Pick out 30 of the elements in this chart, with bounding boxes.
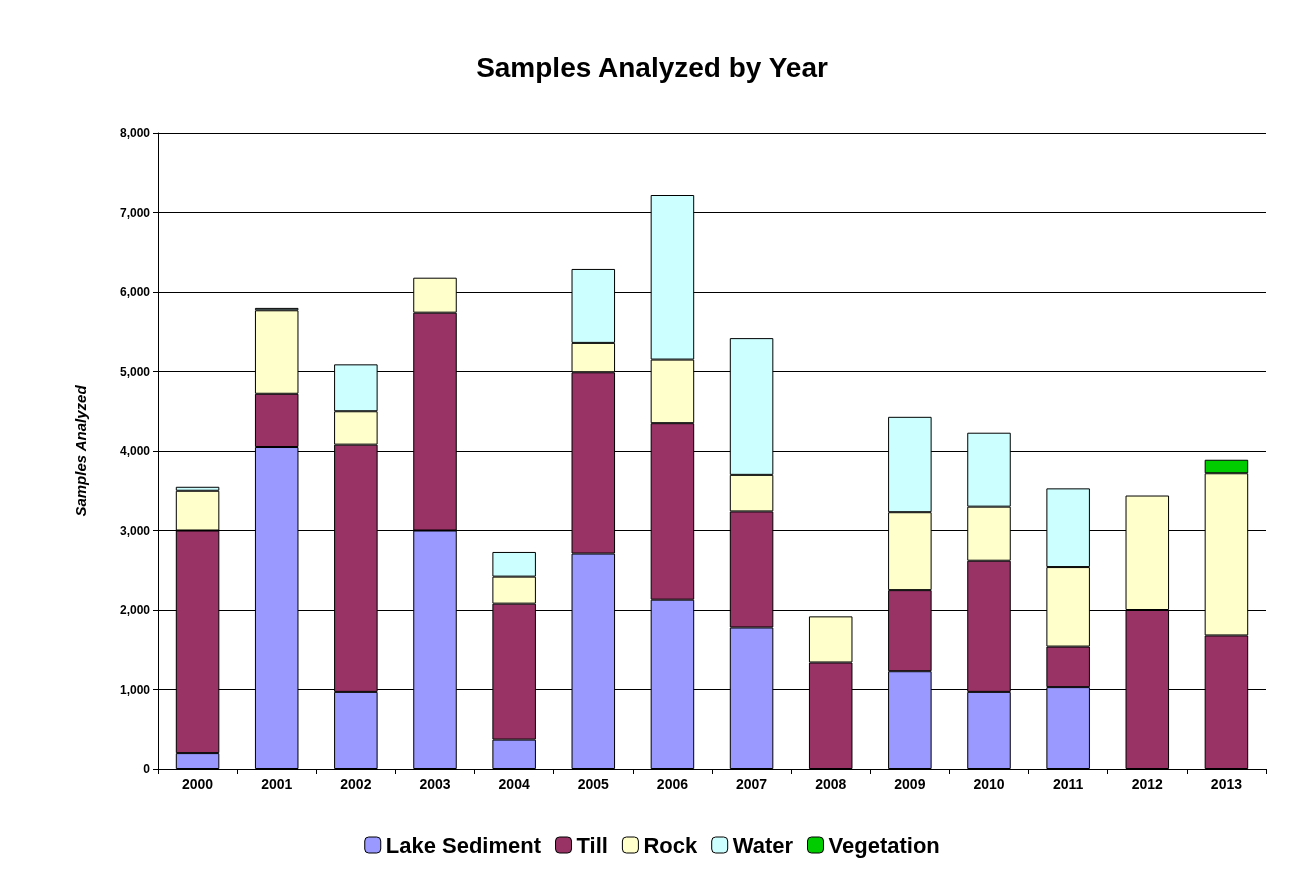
x-tick-label: 2009	[894, 776, 926, 792]
x-tick-label: 2002	[340, 776, 372, 792]
x-tick-label: 2003	[419, 776, 451, 792]
legend-label: Rock	[643, 832, 698, 858]
x-tick-label: 2011	[1052, 776, 1084, 792]
y-tick-label: 6,000	[119, 285, 151, 299]
y-tick-label: 1,000	[119, 682, 151, 697]
legend-label: Water	[732, 832, 794, 858]
y-tick-label: 5,000	[119, 364, 151, 379]
y-tick-label: 4,000	[119, 444, 151, 458]
x-tick-label: 2000	[181, 776, 214, 792]
legend-label: Till	[576, 832, 608, 858]
y-axis-title: Samples Analyzed	[72, 384, 89, 517]
y-tick-label: 0	[143, 762, 151, 776]
x-tick-label: 2004	[498, 776, 530, 792]
x-tick-label: 2012	[1131, 776, 1164, 792]
y-tick-label: 2,000	[119, 603, 151, 617]
x-tick-label: 2013	[1210, 776, 1243, 792]
x-tick-label: 2006	[656, 776, 689, 792]
x-tick-label: 2005	[577, 776, 610, 792]
legend-label: Lake Sediment	[385, 832, 542, 858]
x-tick-label: 2001	[261, 776, 293, 792]
legend-label: Vegetation	[828, 832, 940, 858]
y-tick-label: 8,000	[119, 126, 151, 140]
x-tick-label: 2008	[815, 776, 847, 792]
x-tick-label: 2007	[735, 776, 768, 792]
y-tick-label: 7,000	[119, 205, 151, 220]
x-tick-label: 2010	[973, 776, 1005, 792]
y-tick-label: 3,000	[119, 523, 151, 538]
chart-title: Samples Analyzed by Year	[476, 51, 828, 83]
